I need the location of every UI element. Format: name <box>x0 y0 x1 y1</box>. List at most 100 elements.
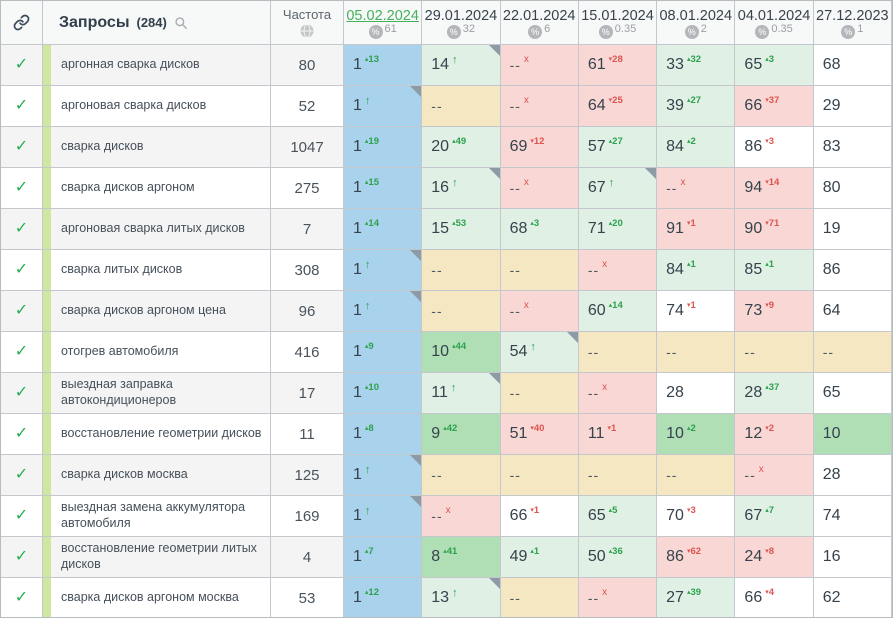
date-column-header[interactable]: 15.01.2024% 0.35 <box>578 1 658 45</box>
query-text[interactable]: сварка дисков аргоном <box>61 180 195 195</box>
date-label[interactable]: 27.12.2023 <box>816 7 889 24</box>
position-cell[interactable]: 54 ↑ <box>500 332 579 373</box>
row-checkbox[interactable]: ✓ <box>1 45 43 86</box>
position-cell[interactable]: 1 ▴12 <box>344 578 423 617</box>
position-cell[interactable]: 16 ↑ <box>422 168 501 209</box>
date-label[interactable]: 04.01.2024 <box>737 7 811 24</box>
position-cell[interactable]: -- <box>422 86 501 127</box>
position-cell[interactable]: 10 ▴2 <box>657 414 736 455</box>
date-column-header[interactable]: 08.01.2024% 2 <box>657 1 736 45</box>
position-cell[interactable]: -- <box>578 332 658 373</box>
query-text[interactable]: отогрев автомобиля <box>61 344 179 359</box>
row-checkbox[interactable]: ✓ <box>1 414 43 455</box>
position-cell[interactable]: -- <box>500 250 579 291</box>
query-cell[interactable]: восстановление геометрии литых дисков <box>43 537 271 578</box>
position-cell[interactable]: 65 ▴3 <box>735 45 814 86</box>
query-text[interactable]: сварка дисков аргоном цена <box>61 303 226 318</box>
query-text[interactable]: восстановление геометрии литых дисков <box>61 541 257 571</box>
date-label[interactable]: 08.01.2024 <box>659 7 733 24</box>
row-checkbox[interactable]: ✓ <box>1 209 43 250</box>
position-cell[interactable]: 90 ▾71 <box>735 209 814 250</box>
position-cell[interactable]: 28 <box>813 455 892 496</box>
position-cell[interactable]: 65 <box>813 373 892 414</box>
row-checkbox[interactable]: ✓ <box>1 127 43 168</box>
query-cell[interactable]: сварка дисков аргоном цена <box>43 291 271 332</box>
row-checkbox[interactable]: ✓ <box>1 332 43 373</box>
query-cell[interactable]: аргоновая сварка литых дисков <box>43 209 271 250</box>
position-cell[interactable]: 33 ▴32 <box>657 45 736 86</box>
position-cell[interactable]: 57 ▴27 <box>578 127 658 168</box>
position-cell[interactable]: 12 ▾2 <box>735 414 814 455</box>
position-cell[interactable]: -- x <box>735 455 814 496</box>
date-label[interactable]: 22.01.2024 <box>502 7 576 24</box>
position-cell[interactable]: 73 ▾9 <box>735 291 814 332</box>
query-text[interactable]: восстановление геометрии дисков <box>61 426 262 441</box>
position-cell[interactable]: -- x <box>500 168 579 209</box>
position-cell[interactable]: 65 ▴5 <box>578 496 658 537</box>
position-cell[interactable]: -- <box>422 250 501 291</box>
query-cell[interactable]: сварка дисков аргоном москва <box>43 578 271 617</box>
position-cell[interactable]: -- x <box>500 291 579 332</box>
query-cell[interactable]: восстановление геометрии дисков <box>43 414 271 455</box>
position-cell[interactable]: -- <box>422 455 501 496</box>
query-cell[interactable]: аргоновая сварка дисков <box>43 86 271 127</box>
position-cell[interactable]: 9 ▴42 <box>422 414 501 455</box>
position-cell[interactable]: 10 ▴44 <box>422 332 501 373</box>
position-cell[interactable]: 74 ▾1 <box>657 291 736 332</box>
position-cell[interactable]: 1 ▴10 <box>344 373 423 414</box>
position-cell[interactable]: -- x <box>422 496 501 537</box>
position-cell[interactable]: 80 <box>813 168 892 209</box>
row-checkbox[interactable]: ✓ <box>1 537 43 578</box>
position-cell[interactable]: 83 <box>813 127 892 168</box>
query-cell[interactable]: аргонная сварка дисков <box>43 45 271 86</box>
position-cell[interactable]: 27 ▴39 <box>657 578 736 617</box>
row-checkbox[interactable]: ✓ <box>1 86 43 127</box>
position-cell[interactable]: 24 ▾8 <box>735 537 814 578</box>
position-cell[interactable]: 68 ▴3 <box>500 209 579 250</box>
position-cell[interactable]: 61 ▾28 <box>578 45 658 86</box>
position-cell[interactable]: 74 <box>813 496 892 537</box>
row-checkbox[interactable]: ✓ <box>1 291 43 332</box>
position-cell[interactable]: 39 ▴27 <box>657 86 736 127</box>
query-cell[interactable]: отогрев автомобиля <box>43 332 271 373</box>
position-cell[interactable]: 1 ↑ <box>344 455 423 496</box>
position-cell[interactable]: -- <box>657 455 736 496</box>
search-icon[interactable] <box>174 16 188 30</box>
query-cell[interactable]: сварка дисков москва <box>43 455 271 496</box>
position-cell[interactable]: 51 ▾40 <box>500 414 579 455</box>
row-checkbox[interactable]: ✓ <box>1 168 43 209</box>
query-cell[interactable]: выездная заправка автокондиционеров <box>43 373 271 414</box>
query-text[interactable]: сварка литых дисков <box>61 262 183 277</box>
query-cell[interactable]: сварка литых дисков <box>43 250 271 291</box>
position-cell[interactable]: 14 ↑ <box>422 45 501 86</box>
position-cell[interactable]: 11 ↑ <box>422 373 501 414</box>
position-cell[interactable]: 86 <box>813 250 892 291</box>
date-column-header[interactable]: 22.01.2024% 6 <box>500 1 579 45</box>
query-text[interactable]: аргонная сварка дисков <box>61 57 200 72</box>
row-checkbox[interactable]: ✓ <box>1 578 43 617</box>
position-cell[interactable]: 49 ▴1 <box>500 537 579 578</box>
position-cell[interactable]: -- <box>500 455 579 496</box>
row-checkbox[interactable]: ✓ <box>1 496 43 537</box>
position-cell[interactable]: 10 <box>813 414 892 455</box>
position-cell[interactable]: 1 ▴19 <box>344 127 423 168</box>
query-text[interactable]: выездная замена аккумулятора автомобиля <box>61 500 246 530</box>
position-cell[interactable]: 1 ▴15 <box>344 168 423 209</box>
position-cell[interactable]: -- x <box>500 86 579 127</box>
position-cell[interactable]: 69 ▾12 <box>500 127 579 168</box>
position-cell[interactable]: 64 <box>813 291 892 332</box>
query-text[interactable]: аргоновая сварка литых дисков <box>61 221 245 236</box>
query-text[interactable]: выездная заправка автокондиционеров <box>61 377 177 407</box>
position-cell[interactable]: 68 <box>813 45 892 86</box>
position-cell[interactable]: 91 ▾1 <box>657 209 736 250</box>
position-cell[interactable]: 66 ▾37 <box>735 86 814 127</box>
query-text[interactable]: аргоновая сварка дисков <box>61 98 207 113</box>
position-cell[interactable]: 66 ▾1 <box>500 496 579 537</box>
position-cell[interactable]: 67 ↑ <box>578 168 658 209</box>
position-cell[interactable]: 1 ▴9 <box>344 332 423 373</box>
position-cell[interactable]: -- x <box>578 578 658 617</box>
date-label[interactable]: 05.02.2024 <box>346 7 419 24</box>
query-text[interactable]: сварка дисков <box>61 139 144 154</box>
date-column-header[interactable]: 04.01.2024% 0.35 <box>735 1 814 45</box>
query-text[interactable]: сварка дисков москва <box>61 467 188 482</box>
